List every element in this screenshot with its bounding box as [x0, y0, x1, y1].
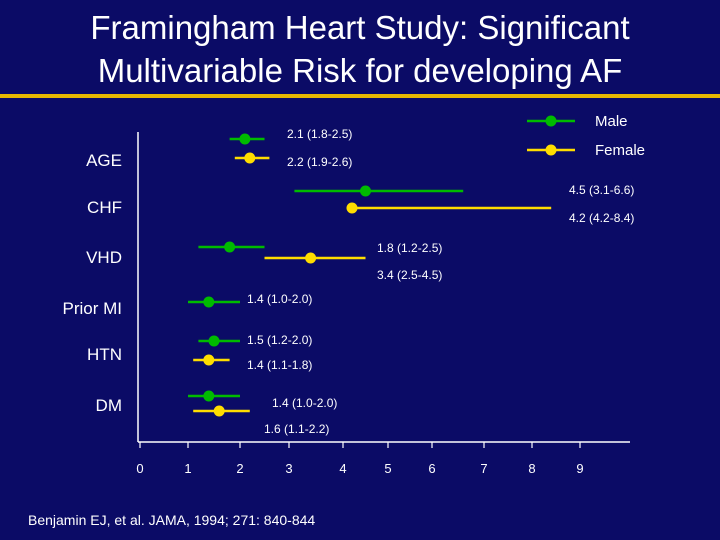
age-male-ci-label: 2.1 (1.8-2.5) — [287, 127, 352, 141]
dm-male-ci-label: 1.4 (1.0-2.0) — [272, 396, 337, 410]
age-female-point — [244, 152, 256, 164]
title-line-1: Framingham Heart Study: Significant — [90, 9, 630, 46]
x-tick-label-3: 3 — [285, 461, 292, 476]
category-label-chf: CHF — [87, 198, 122, 217]
vhd-female-point — [305, 252, 317, 264]
legend-female-label: Female — [595, 142, 645, 159]
slide-title: Framingham Heart Study: Significant Mult… — [0, 6, 720, 92]
legend-male-label: Male — [595, 113, 628, 130]
htn-female-ci-label: 1.4 (1.1-1.8) — [247, 358, 312, 372]
x-tick-label-6: 6 — [428, 461, 435, 476]
age-female-ci-label: 2.2 (1.9-2.6) — [287, 155, 352, 169]
chf-male-point — [360, 185, 371, 197]
htn-female-point — [203, 354, 215, 366]
chf-male-ci-label: 4.5 (3.1-6.6) — [569, 183, 634, 197]
citation: Benjamin EJ, et al. JAMA, 1994; 271: 840… — [28, 512, 316, 528]
prior-mi-male-point — [203, 296, 215, 308]
x-tick-label-1: 1 — [184, 461, 191, 476]
dm-female-ci-label: 1.6 (1.1-2.2) — [264, 422, 329, 436]
category-label-dm: DM — [96, 396, 122, 415]
x-tick-label-4: 4 — [339, 461, 346, 476]
htn-male-point — [208, 335, 220, 347]
dm-female-point — [213, 405, 225, 417]
x-tick-label-5: 5 — [384, 461, 391, 476]
legend-male-marker — [545, 115, 557, 127]
age-male-point — [239, 133, 251, 145]
category-label-htn: HTN — [87, 345, 122, 364]
category-label-vhd: VHD — [86, 248, 122, 267]
vhd-male-point — [224, 241, 236, 253]
category-label-prior-mi: Prior MI — [63, 299, 123, 318]
dm-male-point — [203, 390, 215, 402]
x-tick-label-8: 8 — [528, 461, 535, 476]
title-line-2: Multivariable Risk for developing AF — [97, 52, 623, 89]
x-tick-label-2: 2 — [236, 461, 243, 476]
vhd-male-ci-label: 1.8 (1.2-2.5) — [377, 241, 442, 255]
x-tick-label-9: 9 — [576, 461, 583, 476]
chf-female-ci-label: 4.2 (4.2-8.4) — [569, 211, 634, 225]
x-tick-label-0: 0 — [136, 461, 143, 476]
chf-female-point — [346, 202, 358, 214]
title-divider — [0, 94, 720, 98]
x-tick-label-7: 7 — [480, 461, 487, 476]
legend-female-marker — [545, 144, 557, 156]
htn-male-ci-label: 1.5 (1.2-2.0) — [247, 333, 312, 347]
category-label-age: AGE — [86, 151, 122, 170]
vhd-female-ci-label: 3.4 (2.5-4.5) — [377, 268, 442, 282]
prior-mi-male-ci-label: 1.4 (1.0-2.0) — [247, 292, 312, 306]
